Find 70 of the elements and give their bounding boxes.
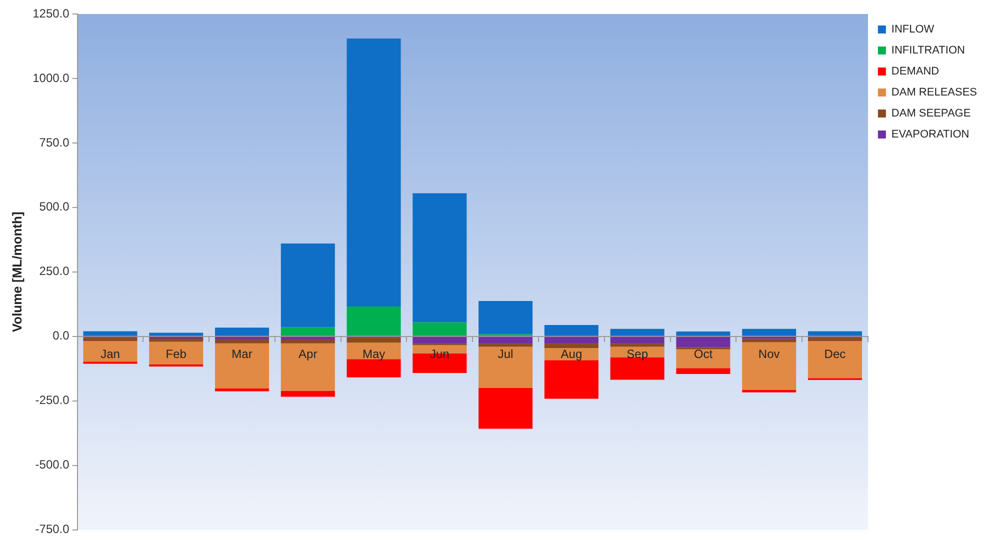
legend-label: DAM RELEASES	[891, 86, 978, 99]
bar	[610, 328, 664, 336]
y-tick-label: 1250.0	[32, 6, 70, 20]
bar	[808, 341, 862, 378]
legend-label: DEMAND	[891, 66, 940, 78]
bar	[215, 388, 270, 392]
bar	[544, 325, 598, 336]
bar	[149, 332, 204, 336]
bar	[544, 360, 598, 399]
y-tick-label: 1000.0	[32, 70, 70, 85]
bar	[808, 331, 862, 336]
x-tick-label: Mar	[232, 346, 252, 361]
bar	[808, 338, 862, 342]
bar	[280, 390, 335, 397]
y-tick-label: 500.0	[39, 200, 70, 214]
y-tick-label: 250.0	[39, 264, 70, 278]
bar	[83, 338, 138, 342]
legend-label: EVAPORATION	[891, 128, 970, 141]
x-tick-label: May	[362, 346, 386, 361]
bar	[149, 364, 204, 367]
y-axis-title: Volume [ML/month]	[9, 212, 24, 332]
x-tick-label: Oct	[694, 346, 714, 361]
bar	[610, 336, 664, 344]
x-tick-label: Jul	[498, 346, 514, 361]
legend-label: INFLOW	[891, 24, 935, 36]
x-tick-label: Dec	[824, 346, 846, 361]
legend-label: INFILTRATION	[891, 44, 966, 57]
x-tick-label: Sep	[626, 346, 648, 361]
bar	[280, 343, 335, 391]
bar	[215, 328, 270, 336]
bar	[478, 301, 533, 334]
bar	[83, 341, 138, 362]
bar	[676, 336, 730, 348]
x-tick-label: Jan	[100, 346, 120, 361]
bar	[544, 344, 598, 348]
x-tick-label: Nov	[758, 346, 780, 361]
bar	[478, 346, 533, 388]
bar	[346, 359, 401, 378]
bar	[83, 331, 138, 336]
bar	[215, 338, 270, 344]
x-tick-label: Feb	[166, 346, 187, 361]
bar	[280, 327, 335, 336]
y-tick-label: 750.0	[39, 135, 70, 150]
bar	[346, 306, 401, 336]
y-tick-label: 0.0	[52, 328, 70, 343]
bar	[478, 336, 533, 344]
legend-label: DAM SEEPAGE	[891, 108, 971, 120]
bar	[280, 244, 335, 328]
bar	[412, 336, 467, 344]
bar	[280, 338, 335, 344]
bar	[215, 343, 270, 388]
x-tick-label: Aug	[560, 346, 582, 361]
y-tick-label: -250.0	[35, 393, 70, 408]
bar	[412, 193, 467, 322]
bar	[676, 368, 730, 374]
bar	[149, 342, 204, 364]
x-tick-label: Apr	[298, 346, 318, 361]
bar	[676, 349, 730, 368]
y-tick-label: -500.0	[35, 458, 70, 472]
bar	[544, 336, 598, 344]
bar	[412, 322, 467, 336]
bar	[742, 338, 796, 342]
bar	[478, 388, 533, 429]
bar	[346, 338, 401, 343]
y-tick-label: -750.0	[35, 522, 70, 536]
bar	[676, 331, 730, 336]
bar	[742, 328, 796, 336]
bar	[346, 38, 401, 306]
bar	[149, 338, 204, 342]
bar	[742, 342, 796, 390]
